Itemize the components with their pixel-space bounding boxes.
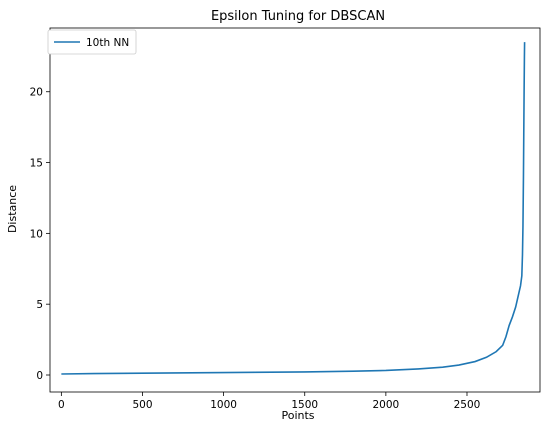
series-line-10th-nn	[61, 42, 526, 375]
x-tick-label: 1000	[210, 399, 237, 411]
x-axis: 0 500 1000 1500 2000 2500	[58, 392, 480, 411]
x-tick-label: 2000	[372, 399, 399, 411]
x-tick-label: 1500	[291, 399, 318, 411]
x-tick-label: 2500	[454, 399, 481, 411]
chart-title: Epsilon Tuning for DBSCAN	[211, 9, 385, 24]
y-tick-label: 10	[30, 228, 43, 240]
plot-area: 0 500 1000 1500 2000 2500 0 5 10 15 20	[30, 27, 541, 411]
y-axis: 0 5 10 15 20	[30, 87, 50, 382]
y-tick-label: 15	[30, 158, 43, 170]
axes-frame	[49, 27, 541, 393]
y-tick-label: 0	[36, 370, 43, 382]
x-tick-label: 0	[58, 399, 65, 411]
x-tick-label: 500	[132, 399, 152, 411]
y-tick-label: 20	[30, 87, 43, 99]
legend-box	[47, 29, 137, 55]
y-axis-label: Distance	[6, 185, 19, 233]
legend-label: 10th NN	[86, 37, 129, 49]
legend: 10th NN	[47, 29, 137, 55]
x-axis-label: Points	[281, 409, 314, 422]
y-tick-label: 5	[36, 299, 43, 311]
